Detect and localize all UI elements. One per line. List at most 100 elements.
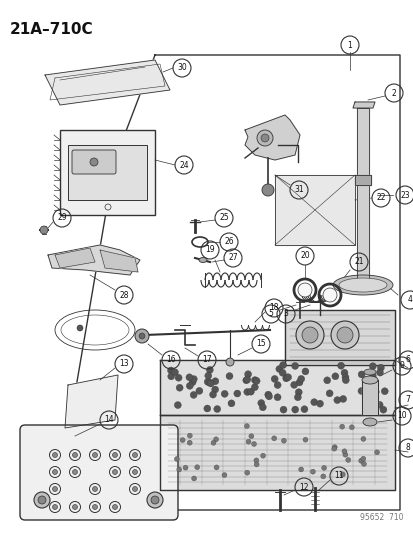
Text: 15: 15 bbox=[256, 340, 265, 349]
Circle shape bbox=[273, 382, 280, 389]
Circle shape bbox=[271, 436, 276, 441]
Circle shape bbox=[377, 364, 383, 371]
Circle shape bbox=[340, 369, 347, 376]
Circle shape bbox=[191, 476, 196, 481]
Circle shape bbox=[284, 374, 291, 381]
Circle shape bbox=[297, 375, 304, 382]
Text: 4: 4 bbox=[406, 295, 411, 304]
Circle shape bbox=[257, 400, 264, 407]
Circle shape bbox=[211, 378, 218, 385]
Circle shape bbox=[214, 465, 218, 470]
Text: 21: 21 bbox=[354, 257, 363, 266]
Circle shape bbox=[291, 406, 298, 413]
Circle shape bbox=[310, 399, 317, 406]
Circle shape bbox=[112, 470, 117, 474]
Circle shape bbox=[361, 462, 366, 466]
Text: 31: 31 bbox=[294, 185, 303, 195]
Ellipse shape bbox=[225, 358, 233, 366]
Circle shape bbox=[261, 184, 273, 196]
Circle shape bbox=[233, 390, 240, 397]
Circle shape bbox=[194, 465, 199, 470]
Circle shape bbox=[251, 441, 256, 447]
Circle shape bbox=[187, 440, 192, 445]
Circle shape bbox=[368, 373, 375, 379]
Circle shape bbox=[278, 369, 285, 376]
Circle shape bbox=[189, 378, 196, 386]
Circle shape bbox=[253, 458, 258, 463]
Circle shape bbox=[34, 492, 50, 508]
Ellipse shape bbox=[199, 257, 206, 262]
Circle shape bbox=[265, 393, 272, 400]
Circle shape bbox=[360, 456, 365, 461]
Polygon shape bbox=[361, 380, 377, 415]
Circle shape bbox=[186, 382, 193, 390]
Circle shape bbox=[52, 453, 57, 457]
Circle shape bbox=[282, 375, 289, 382]
Ellipse shape bbox=[361, 376, 377, 384]
Circle shape bbox=[206, 366, 213, 374]
Circle shape bbox=[174, 401, 181, 409]
Polygon shape bbox=[65, 375, 118, 428]
Circle shape bbox=[275, 366, 282, 373]
Circle shape bbox=[213, 406, 220, 413]
Text: 11: 11 bbox=[333, 472, 343, 481]
Circle shape bbox=[310, 469, 315, 474]
Text: 13: 13 bbox=[119, 359, 128, 368]
Text: 22: 22 bbox=[375, 193, 385, 203]
FancyBboxPatch shape bbox=[72, 150, 116, 174]
Circle shape bbox=[281, 438, 286, 443]
Text: 95652  710: 95652 710 bbox=[360, 513, 403, 522]
Polygon shape bbox=[244, 115, 299, 160]
Text: 7: 7 bbox=[405, 395, 409, 405]
Circle shape bbox=[374, 450, 379, 455]
Polygon shape bbox=[45, 60, 170, 105]
Circle shape bbox=[247, 388, 254, 395]
Circle shape bbox=[40, 226, 48, 234]
Circle shape bbox=[290, 382, 297, 389]
Circle shape bbox=[132, 487, 137, 491]
Circle shape bbox=[72, 470, 77, 474]
Circle shape bbox=[342, 452, 347, 457]
Circle shape bbox=[320, 474, 325, 479]
Text: 2: 2 bbox=[391, 88, 395, 98]
Circle shape bbox=[366, 404, 373, 411]
Circle shape bbox=[260, 453, 265, 458]
Text: 26: 26 bbox=[224, 238, 233, 246]
Circle shape bbox=[341, 449, 346, 454]
Text: 3: 3 bbox=[283, 310, 288, 319]
Circle shape bbox=[185, 374, 192, 381]
Circle shape bbox=[243, 376, 250, 383]
Circle shape bbox=[242, 377, 249, 384]
Circle shape bbox=[291, 362, 298, 369]
Circle shape bbox=[298, 467, 303, 472]
Text: 23: 23 bbox=[399, 190, 409, 199]
Circle shape bbox=[357, 371, 364, 378]
Circle shape bbox=[256, 130, 272, 146]
Circle shape bbox=[245, 439, 250, 444]
Circle shape bbox=[294, 389, 301, 395]
Circle shape bbox=[279, 406, 286, 413]
Circle shape bbox=[195, 387, 202, 394]
Circle shape bbox=[251, 377, 258, 384]
Circle shape bbox=[341, 374, 348, 381]
Circle shape bbox=[264, 391, 271, 398]
Text: 9: 9 bbox=[399, 361, 404, 370]
Circle shape bbox=[190, 376, 197, 383]
Text: 28: 28 bbox=[119, 290, 128, 300]
Text: 6: 6 bbox=[405, 356, 409, 365]
Circle shape bbox=[176, 467, 181, 472]
Circle shape bbox=[336, 327, 352, 343]
Circle shape bbox=[273, 394, 280, 401]
Polygon shape bbox=[159, 360, 394, 415]
Circle shape bbox=[279, 361, 286, 368]
Text: 25: 25 bbox=[218, 214, 228, 222]
Circle shape bbox=[203, 405, 210, 412]
Text: 21A–710C: 21A–710C bbox=[10, 22, 93, 37]
Polygon shape bbox=[284, 310, 394, 365]
Circle shape bbox=[295, 379, 302, 386]
Circle shape bbox=[260, 134, 268, 142]
Circle shape bbox=[167, 367, 174, 374]
Circle shape bbox=[331, 373, 338, 380]
Text: 8: 8 bbox=[405, 443, 409, 453]
Circle shape bbox=[301, 368, 308, 375]
